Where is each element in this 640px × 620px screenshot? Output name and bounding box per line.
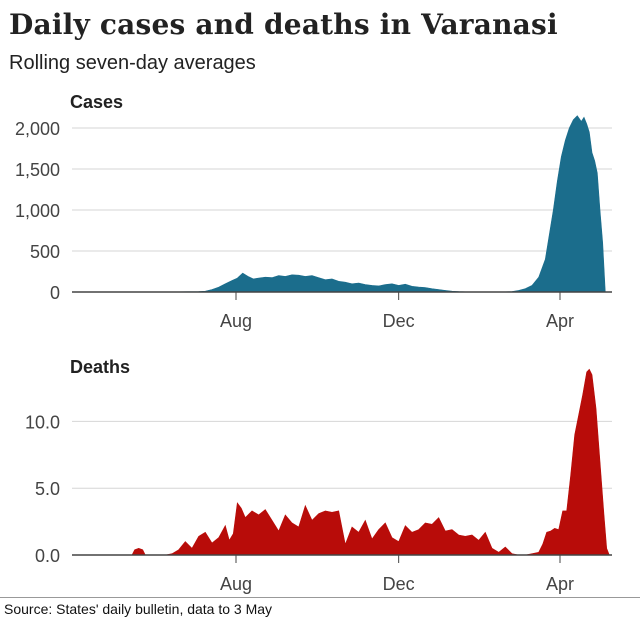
cases-panel-title: Cases bbox=[70, 92, 124, 112]
deaths-y-tick-label: 5.0 bbox=[35, 479, 60, 499]
cases-area-series bbox=[72, 115, 608, 293]
cases-y-tick-label: 500 bbox=[30, 242, 60, 262]
cases-x-tick-label: Dec bbox=[383, 311, 415, 331]
cases-x-tick-label: Apr bbox=[546, 311, 574, 331]
deaths-x-tick-label: Apr bbox=[546, 574, 574, 594]
deaths-x-tick-label: Dec bbox=[383, 574, 415, 594]
source-note: Source: States' daily bulletin, data to … bbox=[4, 601, 273, 617]
chart-canvas: 0 500 1,000 1,500 2,000 Aug Dec Apr 0.0 5.0 10.0 Au… bbox=[15, 115, 612, 594]
chart-subtitle: Rolling seven-day averages bbox=[9, 52, 256, 74]
deaths-panel-title: Deaths bbox=[70, 357, 131, 377]
cases-y-tick-label: 2,000 bbox=[15, 119, 60, 139]
deaths-area-series bbox=[72, 368, 610, 556]
cases-y-tick-label: 1,000 bbox=[15, 201, 60, 221]
cases-y-tick-label: 0 bbox=[50, 283, 60, 303]
deaths-y-tick-label: 10.0 bbox=[25, 412, 60, 432]
footer-divider bbox=[0, 597, 640, 598]
cases-y-tick-label: 1,500 bbox=[15, 160, 60, 180]
chart-title: Daily cases and deaths in Varanasi bbox=[9, 8, 558, 41]
deaths-x-tick-label: Aug bbox=[220, 574, 252, 594]
deaths-y-tick-label: 0.0 bbox=[35, 546, 60, 566]
cases-x-tick-label: Aug bbox=[220, 311, 252, 331]
